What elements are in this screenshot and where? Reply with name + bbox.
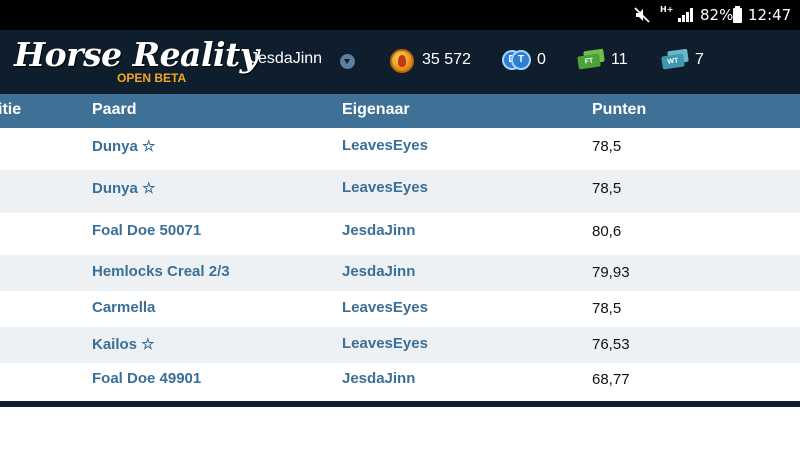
owner-link[interactable]: LeavesEyes xyxy=(342,299,428,316)
col-eigenaar: Eigenaar xyxy=(342,101,410,118)
results-table: itie Paard Eigenaar Punten Dunya ☆ Leave… xyxy=(0,94,800,401)
coins-value: 35 572 xyxy=(422,51,471,68)
battery-icon xyxy=(733,6,742,23)
logo[interactable]: Horse Reality OPEN BETA xyxy=(14,35,259,89)
col-positie: itie xyxy=(0,101,22,118)
table-row: Kailos ☆ LeavesEyes 76,53 xyxy=(0,327,800,363)
clock: 12:47 xyxy=(748,6,792,24)
horse-link[interactable]: Carmella xyxy=(92,299,156,316)
points-value: 78,5 xyxy=(592,138,622,155)
owner-link[interactable]: JesdaJinn xyxy=(342,263,416,280)
horse-link[interactable]: Kailos ☆ xyxy=(92,336,155,353)
battery-percent: 82% xyxy=(700,6,734,24)
owner-link[interactable]: JesdaJinn xyxy=(342,370,416,387)
horse-link[interactable]: Foal Doe 49901 xyxy=(92,370,202,387)
owner-link[interactable]: LeavesEyes xyxy=(342,179,428,196)
mute-icon xyxy=(634,7,650,23)
points-value: 68,77 xyxy=(592,371,630,388)
network-type: H+ xyxy=(660,5,674,14)
dt-value: 0 xyxy=(537,51,546,68)
currency-ft[interactable]: FT 11 xyxy=(577,48,633,73)
points-value: 80,6 xyxy=(592,223,622,240)
table-row: Foal Doe 50071 JesdaJinn 80,6 xyxy=(0,213,800,255)
wt-value: 7 xyxy=(695,51,704,68)
status-bar: H+ 82% 12:47 xyxy=(0,0,800,30)
currency-wt[interactable]: WT 7 xyxy=(661,48,712,73)
table-row: Dunya ☆ LeavesEyes 78,5 xyxy=(0,128,800,170)
wt-ticket-label: WT xyxy=(661,53,685,70)
horse-link[interactable]: Dunya ☆ xyxy=(92,138,156,155)
table-bottom-bar xyxy=(0,401,800,407)
wt-ticket-icon: WT xyxy=(661,48,690,70)
points-value: 76,53 xyxy=(592,336,630,353)
table-header: itie Paard Eigenaar Punten xyxy=(0,94,800,128)
horse-link[interactable]: Foal Doe 50071 xyxy=(92,222,202,239)
ft-value: 11 xyxy=(611,51,628,68)
coin-icon xyxy=(390,49,414,73)
col-punten: Punten xyxy=(592,101,647,118)
table-row: Dunya ☆ LeavesEyes 78,5 xyxy=(0,170,800,213)
logo-text: Horse Reality xyxy=(14,35,259,74)
table-row: Foal Doe 49901 JesdaJinn 68,77 xyxy=(0,363,800,401)
signal-icon xyxy=(678,8,693,22)
table-row: Carmella LeavesEyes 78,5 xyxy=(0,291,800,327)
points-value: 79,93 xyxy=(592,264,630,281)
ft-ticket-label: FT xyxy=(577,53,601,70)
logo-subtext: OPEN BETA xyxy=(117,71,187,85)
currency-dt[interactable]: D T 0 xyxy=(502,49,552,73)
owner-link[interactable]: LeavesEyes xyxy=(342,137,428,154)
horse-link[interactable]: Hemlocks Creal 2/3 xyxy=(92,263,230,280)
ft-ticket-icon: FT xyxy=(577,48,606,70)
table-row: Hemlocks Creal 2/3 JesdaJinn 79,93 xyxy=(0,255,800,291)
dt-icon: D T xyxy=(502,50,532,72)
username[interactable]: JesdaJinn xyxy=(250,50,323,67)
points-value: 78,5 xyxy=(592,300,622,317)
horse-link[interactable]: Dunya ☆ xyxy=(92,180,156,197)
points-value: 78,5 xyxy=(592,180,622,197)
currency-coins[interactable]: 35 572 xyxy=(390,49,480,73)
user-dropdown-icon[interactable] xyxy=(340,54,355,69)
owner-link[interactable]: LeavesEyes xyxy=(342,335,428,352)
owner-link[interactable]: JesdaJinn xyxy=(342,222,416,239)
col-paard: Paard xyxy=(92,101,137,118)
game-header: Horse Reality OPEN BETA JesdaJinn 35 572… xyxy=(0,30,800,94)
dt-icon-letter-t: T xyxy=(511,50,531,70)
